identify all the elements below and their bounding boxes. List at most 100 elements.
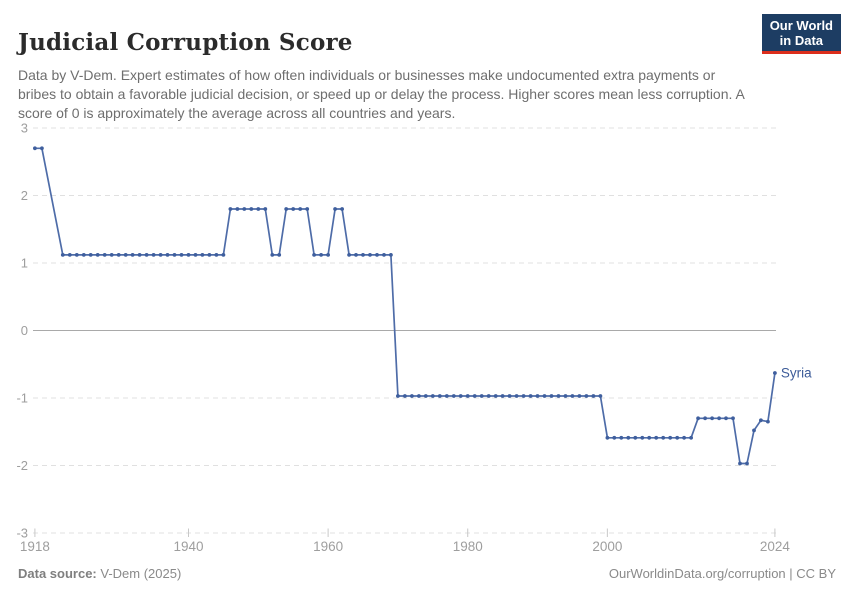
data-point[interactable] xyxy=(675,435,680,440)
data-point[interactable] xyxy=(354,253,358,257)
data-point[interactable] xyxy=(682,435,686,440)
data-point[interactable] xyxy=(570,394,575,398)
data-point[interactable] xyxy=(249,207,254,211)
data-point[interactable] xyxy=(347,253,351,257)
data-point[interactable] xyxy=(263,207,268,211)
credit-link[interactable]: OurWorldinData.org/corruption | CC BY xyxy=(608,566,836,581)
data-point[interactable] xyxy=(256,207,261,211)
data-point[interactable] xyxy=(333,207,337,211)
data-point[interactable] xyxy=(326,253,330,257)
data-point[interactable] xyxy=(410,394,414,398)
data-point[interactable] xyxy=(626,435,631,440)
data-point[interactable] xyxy=(417,394,421,398)
data-point[interactable] xyxy=(109,253,114,257)
series-end-label[interactable]: Syria xyxy=(781,366,812,381)
data-point[interactable] xyxy=(242,207,247,211)
data-point[interactable] xyxy=(507,394,512,398)
data-point[interactable] xyxy=(766,419,770,424)
data-point[interactable] xyxy=(535,394,540,398)
data-point[interactable] xyxy=(88,253,93,257)
data-point[interactable] xyxy=(591,394,596,398)
data-point[interactable] xyxy=(521,394,526,398)
data-point[interactable] xyxy=(228,207,233,211)
data-point[interactable] xyxy=(654,435,659,440)
data-point[interactable] xyxy=(444,394,449,398)
data-point[interactable] xyxy=(542,394,547,398)
data-point[interactable] xyxy=(549,394,554,398)
data-point[interactable] xyxy=(752,428,756,433)
data-point[interactable] xyxy=(528,394,533,398)
data-point[interactable] xyxy=(458,394,463,398)
data-point[interactable] xyxy=(759,418,763,423)
data-point[interactable] xyxy=(312,253,316,257)
data-point[interactable] xyxy=(221,253,226,257)
data-point[interactable] xyxy=(710,416,714,421)
data-point[interactable] xyxy=(612,435,617,440)
data-point[interactable] xyxy=(95,253,100,257)
owid-logo[interactable]: Our World in Data xyxy=(761,14,841,54)
data-point[interactable] xyxy=(493,394,498,398)
data-point[interactable] xyxy=(403,394,407,398)
data-point[interactable] xyxy=(717,416,721,421)
data-point[interactable] xyxy=(745,461,749,466)
data-point[interactable] xyxy=(151,253,156,257)
data-point[interactable] xyxy=(724,416,728,421)
data-point[interactable] xyxy=(451,394,456,398)
data-point[interactable] xyxy=(584,394,589,398)
data-point[interactable] xyxy=(144,253,149,257)
data-point[interactable] xyxy=(40,146,44,151)
data-point[interactable] xyxy=(389,253,393,257)
data-point[interactable] xyxy=(33,146,37,151)
data-point[interactable] xyxy=(738,461,742,466)
data-point[interactable] xyxy=(207,253,212,257)
data-point[interactable] xyxy=(291,207,296,211)
data-point[interactable] xyxy=(235,207,240,211)
data-point[interactable] xyxy=(200,253,205,257)
data-point[interactable] xyxy=(214,253,219,257)
data-point[interactable] xyxy=(640,435,645,440)
data-point[interactable] xyxy=(102,253,107,257)
data-point[interactable] xyxy=(396,394,400,398)
data-point[interactable] xyxy=(270,253,275,257)
data-point[interactable] xyxy=(633,435,638,440)
data-point[interactable] xyxy=(193,253,198,257)
data-point[interactable] xyxy=(563,394,568,398)
data-point[interactable] xyxy=(668,435,673,440)
data-point[interactable] xyxy=(703,416,707,421)
data-point[interactable] xyxy=(137,253,142,257)
data-point[interactable] xyxy=(340,207,344,211)
data-point[interactable] xyxy=(500,394,505,398)
data-point[interactable] xyxy=(60,253,65,257)
data-point[interactable] xyxy=(186,253,191,257)
data-point[interactable] xyxy=(319,253,323,257)
data-point[interactable] xyxy=(123,253,128,257)
data-point[interactable] xyxy=(298,207,303,211)
data-point[interactable] xyxy=(81,253,86,257)
data-point[interactable] xyxy=(514,394,519,398)
data-point[interactable] xyxy=(598,394,603,398)
data-point[interactable] xyxy=(556,394,561,398)
data-point[interactable] xyxy=(165,253,170,257)
data-point[interactable] xyxy=(382,253,386,257)
data-point[interactable] xyxy=(605,435,610,440)
data-point[interactable] xyxy=(67,253,72,257)
data-point[interactable] xyxy=(423,394,428,398)
data-point[interactable] xyxy=(158,253,163,257)
data-point[interactable] xyxy=(430,394,435,398)
data-point[interactable] xyxy=(361,253,365,257)
data-point[interactable] xyxy=(284,207,289,211)
data-point[interactable] xyxy=(731,416,735,421)
data-point[interactable] xyxy=(130,253,135,257)
data-point[interactable] xyxy=(172,253,177,257)
data-point[interactable] xyxy=(472,394,477,398)
data-point[interactable] xyxy=(773,371,777,375)
data-point[interactable] xyxy=(179,253,184,257)
data-point[interactable] xyxy=(368,253,372,257)
data-point[interactable] xyxy=(689,435,693,440)
data-point[interactable] xyxy=(465,394,470,398)
data-point[interactable] xyxy=(696,416,700,421)
data-point[interactable] xyxy=(74,253,79,257)
data-point[interactable] xyxy=(305,207,310,211)
data-point[interactable] xyxy=(437,394,442,398)
data-point[interactable] xyxy=(486,394,491,398)
